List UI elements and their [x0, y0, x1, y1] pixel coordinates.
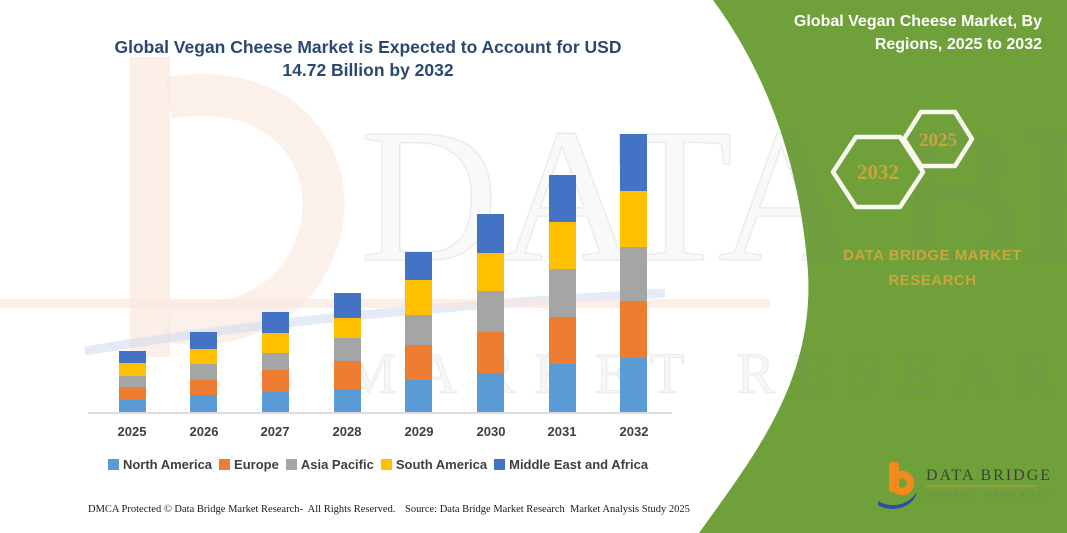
brand-text: DATA BRIDGE MARKET RESEARCH — [810, 243, 1055, 293]
chart-title-line2: 14.72 Billion by 2032 — [282, 60, 454, 80]
legend-swatch-south-america — [380, 459, 392, 470]
chart-legend: North America Europe Asia Pacific South Ame… — [88, 457, 668, 472]
legend-label-north-america: North America — [122, 457, 213, 472]
right-panel-title: Global Vegan Cheese Market, By Regions, … — [762, 10, 1042, 56]
brand-text-line2: RESEARCH — [888, 272, 977, 289]
brand-text-line1: DATA BRIDGE MARKET — [843, 247, 1022, 264]
logo-blue-swoosh — [878, 492, 917, 509]
watermark-peach-band — [0, 299, 770, 308]
legend-label-europe: Europe — [234, 457, 279, 472]
forecast-hexagons: 2032 2025 — [830, 109, 975, 210]
legend-label-south-america: South America — [395, 457, 488, 472]
legend-item-asia-pacific: Asia Pacific — [285, 457, 374, 472]
logo-b-bowl — [889, 470, 915, 496]
hexagon-2032-label: 2032 — [857, 160, 899, 184]
legend-swatch-north-america — [107, 459, 119, 470]
logo-name: DATA BRIDGE — [926, 467, 1051, 484]
legend-item-south-america: South America — [380, 457, 488, 472]
legend-label-asia-pacific: Asia Pacific — [300, 457, 374, 472]
legend-swatch-asia-pacific — [285, 459, 297, 470]
chart-title: Global Vegan Cheese Market is Expected t… — [88, 36, 648, 82]
right-panel-title-line1: Global Vegan Cheese Market, By — [793, 13, 1042, 30]
right-panel-title-line2: Regions, 2025 to 2032 — [874, 36, 1042, 53]
legend-item-europe: Europe — [219, 457, 279, 472]
footer-source: Source: Data Bridge Market Research Mark… — [405, 504, 690, 515]
watermark-text-row2: MARKET RESEARCH — [344, 341, 1067, 406]
legend-swatch-europe — [219, 459, 231, 470]
watermark-b-bowl — [164, 73, 345, 345]
data-bridge-logo: DATA BRIDGE MARKET RESEARCH — [878, 462, 1051, 509]
logo-tagline: MARKET RESEARCH — [926, 490, 1051, 500]
x-axis-line — [88, 412, 672, 414]
legend-item-middle-east-and-africa: Middle East and Africa — [494, 457, 648, 472]
hexagon-2025-label: 2025 — [919, 130, 957, 151]
legend-label-middle-east-and-africa: Middle East and Africa — [509, 457, 649, 472]
legend-item-north-america: North America — [107, 457, 213, 472]
hexagon-2025-outline — [901, 109, 975, 169]
footer-copyright: DMCA Protected © Data Bridge Market Rese… — [88, 504, 396, 515]
hexagon-2032-outline — [830, 134, 926, 210]
chart-title-line1: Global Vegan Cheese Market is Expected t… — [114, 37, 622, 57]
legend-swatch-middle-east-and-africa — [494, 459, 506, 470]
